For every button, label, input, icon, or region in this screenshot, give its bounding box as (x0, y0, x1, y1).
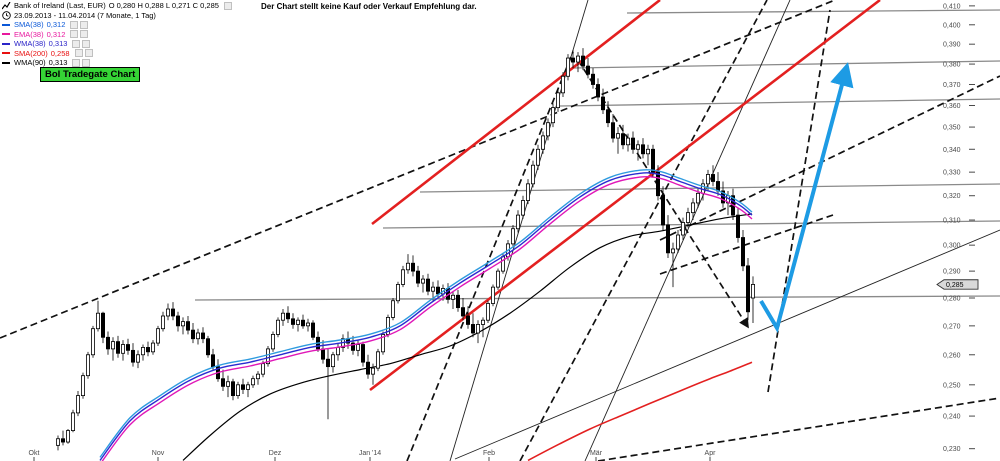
price-tick-label: 0,280 (943, 296, 961, 303)
chart-legend: Bank of Ireland (Last, EUR) O 0,280 H 0,… (1, 1, 232, 68)
price-tick-label: 0,310 (943, 218, 961, 225)
price-tick-label: 0,410 (943, 3, 961, 10)
price-tick-label: 0,350 (943, 125, 961, 132)
sma200-value: 0,258 (50, 48, 70, 58)
ema38-value: 0,312 (46, 29, 66, 39)
legend-row-sma38: SMA(38) 0,312 (2, 20, 232, 30)
legend-row-ema38: EMA(38) 0,312 (2, 30, 232, 40)
candlesticks (56, 48, 756, 451)
legend-row-wma38: WMA(38) 0,313 (2, 39, 232, 49)
sma38-line (99, 169, 753, 458)
legend-row-wma90: WMA(90) 0,313 (2, 58, 232, 68)
price-tick-label: 0,400 (943, 22, 961, 29)
month-label: Nov (152, 450, 165, 457)
wma90-value: 0,313 (48, 58, 68, 68)
month-label: Dez (269, 450, 282, 457)
wma38-line (99, 172, 753, 461)
sma38-swatch-icon (2, 23, 10, 26)
last-price-tag: 0,285 (936, 279, 979, 290)
ohlc-values: O 0,280 H 0,288 L 0,271 C 0,285 (108, 1, 219, 11)
clock-icon (2, 11, 11, 20)
thin-trendlines (449, 0, 1000, 461)
support-resistance-lines (194, 9, 1000, 301)
legend-close-icon[interactable] (80, 30, 89, 39)
ema38-line (101, 176, 753, 461)
wma38-swatch-icon (2, 42, 10, 45)
legend-edit-icon[interactable] (70, 20, 79, 29)
price-tick-label: 0,240 (943, 414, 961, 421)
sma38-label: SMA(38) (14, 20, 44, 30)
price-tick-label: 0,340 (943, 147, 961, 154)
legend-close-icon[interactable] (223, 1, 232, 10)
last-price-label: 0,285 (946, 282, 964, 289)
legend-close-icon[interactable] (82, 58, 91, 67)
month-label: Apr (705, 450, 717, 457)
ema38-label: EMA(38) (14, 29, 44, 39)
legend-close-icon[interactable] (80, 20, 89, 29)
instrument-row: Bank of Ireland (Last, EUR) O 0,280 H 0,… (1, 1, 232, 11)
legend-edit-icon[interactable] (70, 30, 79, 39)
price-tick-label: 0,320 (943, 193, 961, 200)
price-tick-label: 0,330 (943, 170, 961, 177)
legend-row-sma200: SMA(200) 0,258 (2, 49, 232, 59)
disclaimer-text: Der Chart stellt keine Kauf oder Verkauf… (261, 2, 477, 11)
time-axis: Okt Nov Dez Jan '14 Feb Mär Apr (29, 450, 717, 461)
red-channel-lines (369, 0, 881, 392)
sma38-value: 0,312 (46, 20, 66, 30)
instrument-name: Bank of Ireland (Last, EUR) (14, 1, 106, 11)
price-axis: 0,410 0,400 0,390 0,380 0,370 0,360 0,350 0,340… (943, 3, 975, 453)
ema38-swatch-icon (2, 33, 10, 36)
price-tick-label: 0,250 (943, 382, 961, 389)
projection-arrow[interactable] (759, 62, 854, 334)
period-text: 23.09.2013 - 11.04.2014 (7 Monate, 1 Tag… (14, 10, 156, 20)
wma90-line (182, 213, 753, 461)
sma200-line (527, 361, 753, 461)
sma200-swatch-icon (2, 52, 10, 55)
price-tick-label: 0,370 (943, 82, 961, 89)
price-tick-label: 0,380 (943, 62, 961, 69)
series-icon (1, 1, 11, 10)
legend-edit-icon[interactable] (74, 49, 83, 58)
price-tick-label: 0,230 (943, 446, 961, 453)
price-tick-label: 0,300 (943, 243, 961, 250)
month-label: Feb (483, 450, 495, 457)
price-tick-label: 0,390 (943, 42, 961, 49)
sma200-label: SMA(200) (14, 48, 48, 58)
wma38-value: 0,313 (48, 39, 68, 49)
legend-close-icon[interactable] (84, 49, 93, 58)
chart-title-badge: BoI Tradegate Chart (40, 67, 141, 82)
month-label: Jan '14 (359, 450, 381, 457)
wma90-swatch-icon (2, 61, 10, 64)
month-label: Okt (29, 450, 40, 457)
legend-edit-icon[interactable] (72, 39, 81, 48)
wma90-label: WMA(90) (14, 58, 46, 68)
wma38-label: WMA(38) (14, 39, 46, 49)
price-tick-label: 0,290 (943, 269, 961, 276)
legend-close-icon[interactable] (82, 39, 91, 48)
legend-edit-icon[interactable] (72, 58, 81, 67)
month-label: Mär (590, 450, 603, 457)
price-tick-label: 0,270 (943, 323, 961, 330)
period-row: 23.09.2013 - 11.04.2014 (7 Monate, 1 Tag… (2, 11, 232, 21)
price-tick-label: 0,260 (943, 352, 961, 359)
price-tick-label: 0,360 (943, 103, 961, 110)
